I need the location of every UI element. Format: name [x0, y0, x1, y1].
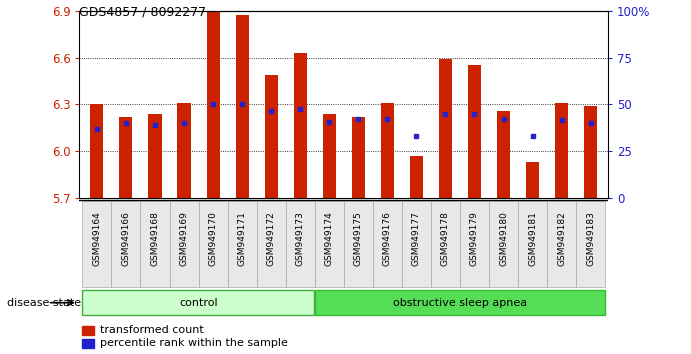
Text: GSM949174: GSM949174 — [325, 211, 334, 266]
Text: GSM949181: GSM949181 — [528, 211, 537, 266]
Text: GSM949168: GSM949168 — [151, 211, 160, 266]
Text: disease state: disease state — [7, 298, 81, 308]
Text: GSM949176: GSM949176 — [383, 211, 392, 266]
Bar — [555, 103, 568, 198]
FancyBboxPatch shape — [314, 201, 343, 287]
Text: GSM949170: GSM949170 — [209, 211, 218, 266]
Bar — [352, 117, 365, 198]
Text: GSM949179: GSM949179 — [470, 211, 479, 266]
FancyBboxPatch shape — [111, 201, 140, 287]
FancyBboxPatch shape — [285, 201, 314, 287]
FancyBboxPatch shape — [431, 201, 460, 287]
Bar — [82, 339, 94, 348]
Text: GSM949169: GSM949169 — [180, 211, 189, 266]
FancyBboxPatch shape — [373, 201, 402, 287]
Bar — [178, 103, 191, 198]
FancyBboxPatch shape — [227, 201, 256, 287]
Bar — [381, 103, 394, 198]
Text: GSM949171: GSM949171 — [238, 211, 247, 266]
FancyBboxPatch shape — [547, 201, 576, 287]
FancyBboxPatch shape — [460, 201, 489, 287]
FancyBboxPatch shape — [198, 201, 227, 287]
Bar — [149, 114, 162, 198]
FancyBboxPatch shape — [518, 201, 547, 287]
FancyBboxPatch shape — [343, 201, 373, 287]
Bar — [236, 15, 249, 198]
FancyBboxPatch shape — [169, 201, 198, 287]
Bar — [584, 106, 597, 198]
Bar — [410, 156, 423, 198]
Text: GSM949183: GSM949183 — [586, 211, 595, 266]
Text: control: control — [179, 298, 218, 308]
Text: GDS4857 / 8092277: GDS4857 / 8092277 — [79, 5, 207, 18]
Text: GSM949177: GSM949177 — [412, 211, 421, 266]
FancyBboxPatch shape — [82, 290, 314, 315]
Bar — [91, 104, 104, 198]
FancyBboxPatch shape — [576, 201, 605, 287]
Text: GSM949182: GSM949182 — [557, 211, 566, 266]
Bar — [526, 162, 539, 198]
FancyBboxPatch shape — [402, 201, 431, 287]
Text: GSM949172: GSM949172 — [267, 211, 276, 266]
FancyBboxPatch shape — [140, 201, 169, 287]
Text: obstructive sleep apnea: obstructive sleep apnea — [393, 298, 527, 308]
Text: GSM949173: GSM949173 — [296, 211, 305, 266]
Text: percentile rank within the sample: percentile rank within the sample — [100, 338, 287, 348]
FancyBboxPatch shape — [256, 201, 285, 287]
Text: GSM949166: GSM949166 — [122, 211, 131, 266]
Bar — [120, 117, 133, 198]
Bar — [294, 53, 307, 198]
Text: GSM949180: GSM949180 — [499, 211, 508, 266]
Bar — [265, 75, 278, 198]
Text: transformed count: transformed count — [100, 325, 203, 335]
FancyBboxPatch shape — [489, 201, 518, 287]
FancyBboxPatch shape — [315, 290, 605, 315]
Bar — [497, 111, 510, 198]
Text: GSM949178: GSM949178 — [441, 211, 450, 266]
Text: GSM949164: GSM949164 — [93, 211, 102, 266]
Bar — [468, 65, 481, 198]
Bar — [82, 326, 94, 335]
Bar — [323, 114, 336, 198]
Bar — [207, 11, 220, 198]
Bar — [439, 59, 452, 198]
FancyBboxPatch shape — [82, 201, 111, 287]
Text: GSM949175: GSM949175 — [354, 211, 363, 266]
